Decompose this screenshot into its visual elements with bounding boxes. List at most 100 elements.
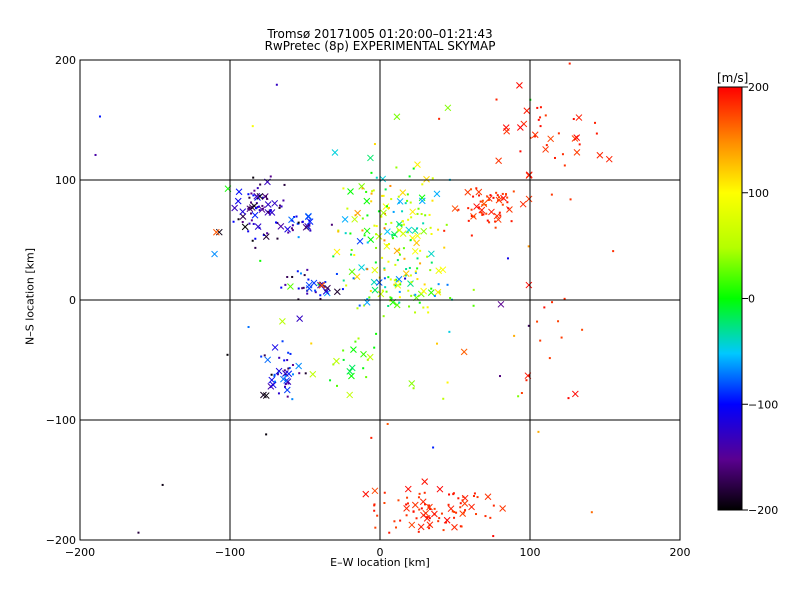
data-point-dot — [383, 501, 386, 504]
data-point-dot — [366, 214, 369, 217]
data-point-dot — [352, 277, 355, 280]
data-point-dot — [492, 196, 495, 199]
data-point-dot — [457, 208, 460, 211]
data-point-dot — [462, 495, 465, 498]
data-point-dot — [429, 226, 432, 229]
data-point-dot — [451, 510, 454, 513]
data-point-cross — [354, 209, 362, 217]
data-point-dot — [428, 517, 431, 520]
data-point-cross — [433, 190, 441, 198]
data-point-dot — [519, 150, 522, 153]
data-point-dot — [382, 315, 385, 318]
data-point-dot — [384, 223, 387, 226]
data-point-dot — [247, 326, 250, 329]
data-point-cross — [605, 155, 613, 163]
data-point-dot — [268, 212, 271, 215]
data-point-cross — [417, 523, 425, 531]
data-point-dot — [459, 502, 462, 505]
data-point-dot — [380, 215, 383, 218]
data-point-dot — [537, 118, 540, 121]
data-point-dot — [397, 195, 400, 198]
data-point-dot — [248, 222, 251, 225]
data-point-cross — [251, 211, 259, 219]
data-point-cross — [346, 368, 354, 375]
data-point-dot — [258, 205, 261, 208]
data-point-dot — [308, 219, 311, 222]
data-point-cross — [283, 386, 291, 394]
data-point-dot — [470, 208, 473, 211]
data-point-dot — [407, 289, 410, 292]
data-point-dot — [283, 359, 286, 362]
data-point-cross — [408, 521, 416, 529]
data-point-dot — [396, 259, 399, 262]
data-point-dot — [438, 117, 441, 120]
data-point-dot — [332, 255, 335, 258]
data-point-dot — [253, 189, 256, 192]
data-point-dot — [276, 373, 279, 376]
data-point-dot — [250, 201, 253, 204]
data-point-dot — [460, 525, 463, 528]
data-point-cross — [391, 230, 398, 238]
data-point-dot — [361, 187, 364, 190]
data-point-dot — [394, 284, 397, 287]
data-point-dot — [370, 200, 373, 203]
data-point-dot — [373, 346, 376, 349]
chart-title: Tromsø 20171005 01:20:00–01:21:43 — [267, 27, 493, 41]
data-point-dot — [506, 196, 509, 199]
data-point-dot — [495, 98, 498, 101]
data-point-dot — [383, 277, 386, 280]
data-point-dot — [373, 143, 376, 146]
data-point-dot — [393, 283, 396, 286]
data-point-dot — [544, 114, 547, 117]
data-point-cross — [262, 392, 270, 399]
data-point-cross — [423, 175, 430, 183]
data-point-dot — [384, 286, 387, 289]
data-point-cross — [348, 364, 356, 372]
data-point-dot — [528, 374, 531, 377]
data-point-dot — [403, 257, 406, 260]
data-point-cross — [500, 194, 507, 202]
data-point-cross — [596, 151, 604, 159]
data-point-cross — [282, 370, 289, 377]
colorbar-tick-label: −200 — [748, 504, 778, 517]
data-point-dot — [388, 531, 391, 534]
data-point-dot — [350, 248, 353, 251]
data-point-dot — [567, 397, 570, 400]
data-point-dot — [269, 175, 272, 178]
data-point-dot — [269, 209, 272, 212]
data-point-cross — [480, 200, 488, 208]
data-point-dot — [429, 269, 432, 272]
data-point-dot — [383, 267, 386, 270]
data-point-dot — [507, 207, 510, 210]
data-point-dot — [341, 288, 344, 291]
data-point-dot — [387, 276, 390, 279]
data-point-dot — [513, 334, 516, 337]
data-point-cross — [418, 194, 426, 202]
data-point-cross — [523, 107, 531, 115]
data-point-dot — [297, 221, 300, 224]
data-point-dot — [404, 274, 407, 277]
data-point-dot — [287, 351, 290, 354]
data-point-dot — [137, 531, 140, 534]
data-point-dot — [484, 204, 487, 207]
data-point-dot — [275, 221, 278, 224]
data-point-dot — [452, 492, 455, 495]
data-point-cross — [288, 216, 295, 224]
data-point-dot — [280, 205, 283, 208]
data-point-dot — [314, 289, 317, 292]
data-point-cross — [547, 135, 555, 143]
data-point-dot — [408, 266, 411, 269]
data-point-dot — [473, 492, 476, 495]
data-point-cross — [287, 283, 294, 290]
data-point-dot — [461, 499, 464, 502]
data-point-dot — [247, 193, 250, 196]
data-point-dot — [479, 200, 482, 203]
x-tick-label: −200 — [65, 546, 95, 559]
data-point-dot — [387, 260, 390, 263]
data-point-dot — [529, 136, 532, 139]
data-point-cross — [399, 189, 407, 196]
data-point-dot — [506, 201, 509, 204]
data-point-dot — [475, 187, 478, 190]
data-point-dot — [412, 510, 415, 513]
data-point-dot — [297, 236, 300, 239]
